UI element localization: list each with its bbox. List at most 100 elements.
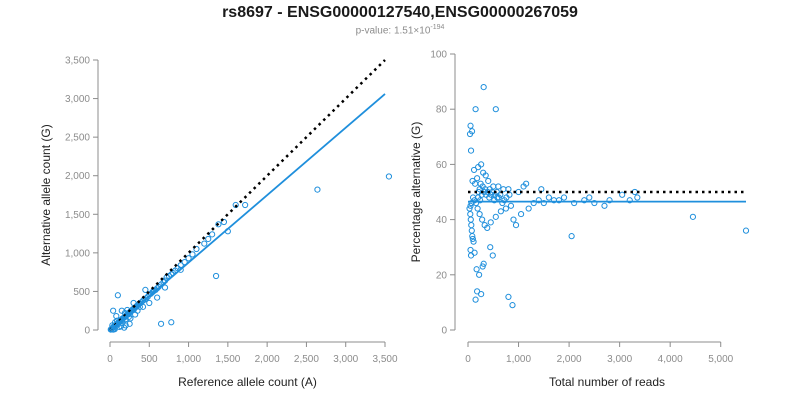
chart1-x-axis-label: Reference allele count (A) [178, 375, 317, 389]
chart2-data-point [689, 213, 697, 220]
chart-subtitle: p-value: 1.51×10-194 [0, 24, 800, 36]
chart2-y-tick-label: 20 [436, 270, 448, 281]
chart2-data-point [473, 266, 480, 273]
chart2-data-point [492, 213, 499, 220]
p-value-base: 10 [419, 25, 431, 37]
chart1-x-tick-label: 1,000 [176, 354, 201, 365]
chart2-data-point [507, 202, 515, 209]
chart2-data-point [472, 106, 479, 113]
chart2-data-point [468, 199, 475, 207]
chart2-data-point [525, 205, 532, 212]
chart2-data-point [634, 194, 641, 201]
chart1-fit-line [109, 93, 386, 331]
chart2-y-tick-label: 60 [436, 160, 448, 171]
chart2-data-point [568, 233, 575, 240]
chart1-data-point [232, 201, 239, 209]
chart1-y-tick-label: 3,000 [65, 94, 90, 105]
chart1-data-point [220, 218, 228, 226]
chart2-data-point [469, 235, 476, 243]
chart2-data-point [586, 194, 593, 201]
chart2-data-point [470, 166, 478, 174]
chart2-data-point [481, 222, 488, 229]
chart2-x-tick-label: 3,000 [607, 354, 632, 365]
chart2-data-point [497, 208, 504, 215]
chart1-x-tick-label: 2,000 [255, 354, 280, 365]
chart1-data-point [117, 323, 125, 330]
chart1-data-point [189, 251, 196, 258]
chart2-x-tick-label: 4,000 [658, 354, 683, 365]
chart2-data-point [467, 216, 474, 223]
chart1-data-point [142, 286, 149, 293]
chart2-data-point [601, 202, 608, 209]
chart1-data-point [161, 284, 169, 291]
chart1-data-point [168, 319, 175, 326]
chart1-data-point [242, 201, 249, 209]
p-value-mantissa: 1.51 [393, 25, 414, 37]
chart1-data-point [193, 245, 200, 253]
chart1-data-point [385, 173, 393, 180]
p-value-prefix: p-value: [355, 25, 394, 37]
chart2-data-point [530, 199, 537, 207]
chart2-data-point [535, 197, 542, 204]
chart2-data-point [492, 106, 499, 113]
chart2-y-axis-label: Percentage alternative (G) [409, 122, 423, 263]
chart2-data-point [475, 164, 482, 171]
chart2-data-point [476, 271, 483, 278]
chart2-data-point [466, 130, 474, 138]
chart2-y-tick-label: 80 [436, 105, 448, 116]
chart1-data-point [110, 307, 117, 314]
chart1-data-point [177, 262, 184, 269]
chart1-data-point [130, 299, 137, 307]
chart2-data-point [509, 302, 516, 309]
chart2-data-point [626, 197, 633, 204]
chart2-data-point [467, 147, 475, 154]
chart2-data-point [495, 194, 502, 201]
chart1-data-point [113, 313, 120, 320]
chart1-data-point [314, 186, 321, 193]
chart1-x-tick-label: 2,500 [294, 354, 319, 365]
chart2-data-point [476, 210, 483, 218]
chart1-data-point [215, 221, 222, 228]
chart1-y-tick-label: 500 [73, 287, 90, 298]
chart1-data-point [157, 320, 165, 327]
chart2-data-point [619, 191, 626, 198]
chart2-data-point [540, 199, 547, 207]
chart2-data-point [505, 293, 512, 300]
chart2-data-point [512, 222, 520, 229]
chart2-data-point [485, 177, 492, 185]
chart2-data-point [472, 296, 479, 303]
chart2-data-point [517, 210, 525, 218]
chart2-data-point [591, 199, 598, 207]
chart2-data-point [550, 197, 558, 204]
chart1-allele-counts: 0 500 1,000 1,500 2,000 2,500 3,000 3,500 0 500 1,… [39, 56, 398, 390]
chart2-data-point [474, 205, 481, 212]
chart2-data-point [477, 197, 484, 204]
chart2-data-point [467, 202, 474, 209]
chart2-data-point [495, 183, 502, 190]
chart1-data-point [185, 255, 192, 262]
chart2-y-tick-label: 0 [441, 326, 447, 337]
chart2-data-point [523, 180, 530, 187]
chart1-data-point [154, 294, 161, 301]
chart1-x-tick-label: 3,000 [333, 354, 358, 365]
chart1-data-point [212, 272, 220, 280]
chart1-x-tick-label: 500 [141, 354, 158, 365]
chart-title: rs8697 - ENSG00000127540,ENSG00000267059 [222, 4, 578, 21]
chart2-data-point [479, 216, 486, 223]
p-value-exponent: -194 [430, 24, 445, 31]
chart2-data-point [480, 260, 487, 267]
chart2-data-point [470, 238, 477, 245]
chart1-data-point [177, 266, 184, 273]
chart2-data-point [467, 122, 474, 129]
chart2-data-point [468, 222, 475, 229]
chart1-x-tick-label: 1,500 [215, 354, 240, 365]
chart1-data-point [201, 240, 208, 247]
chart1-data-point [146, 299, 153, 307]
chart2-percentage-alternative: 0 1,000 2,000 3,000 4,000 5,000 0 20 40 60 80 100 To… [409, 50, 750, 389]
chart1-data-point [132, 311, 139, 318]
chart2-x-tick-label: 0 [465, 354, 471, 365]
chart2-data-point [471, 180, 479, 187]
chart2-y-tick-label: 40 [436, 215, 448, 226]
chart1-y-tick-label: 0 [84, 326, 90, 337]
